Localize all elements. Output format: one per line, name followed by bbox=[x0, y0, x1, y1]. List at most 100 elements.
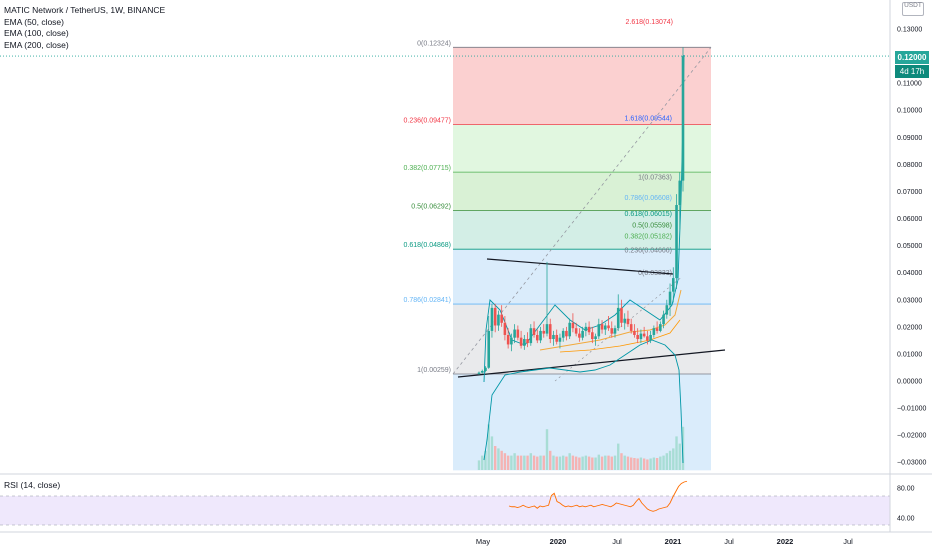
price-axis-tick: 0.09000 bbox=[897, 135, 922, 142]
rsi-axis-tick: 40.00 bbox=[897, 516, 915, 523]
candle-body bbox=[581, 330, 584, 338]
volume-bar bbox=[652, 457, 656, 470]
volume-bar bbox=[659, 456, 662, 470]
candle-body bbox=[500, 314, 503, 323]
candle-body bbox=[578, 333, 581, 338]
candle-body bbox=[535, 334, 539, 341]
candle-body bbox=[675, 205, 678, 279]
currency-badge[interactable]: USDT bbox=[902, 2, 924, 16]
price-axis-tick: 0.04000 bbox=[897, 270, 922, 277]
time-axis-tick: 2022 bbox=[777, 537, 794, 546]
volume-bar bbox=[477, 460, 481, 470]
candle-body bbox=[668, 291, 672, 306]
fib-extension-label: 0.5(0.05598) bbox=[632, 222, 672, 229]
rsi-label: RSI (14, close) bbox=[4, 480, 61, 490]
volume-bar bbox=[620, 453, 623, 470]
candle-body bbox=[594, 336, 597, 340]
candle-body bbox=[574, 328, 578, 334]
volume-bar bbox=[481, 455, 484, 470]
volume-bar bbox=[587, 456, 591, 470]
candle-body bbox=[484, 367, 487, 371]
price-axis-tick: 0.00000 bbox=[897, 379, 922, 386]
ema-200-label: EMA (200, close) bbox=[4, 39, 69, 50]
price-axis-tick: −0.02000 bbox=[897, 433, 926, 440]
candle-body bbox=[510, 337, 513, 345]
price-axis-tick: −0.03000 bbox=[897, 460, 926, 467]
volume-bar bbox=[678, 443, 681, 470]
fib-level-label: 0.618(0.04868) bbox=[404, 242, 451, 249]
volume-bar bbox=[523, 455, 526, 470]
volume-bar bbox=[503, 453, 507, 470]
volume-bar bbox=[578, 457, 581, 470]
candle-body bbox=[600, 324, 604, 330]
rsi-band bbox=[0, 496, 890, 525]
candle-body bbox=[610, 328, 614, 334]
candle-body bbox=[487, 330, 491, 368]
candle-body bbox=[490, 307, 494, 331]
candle-body bbox=[571, 322, 575, 329]
fib-level-label: 0.236(0.09477) bbox=[404, 117, 451, 124]
volume-bar bbox=[636, 458, 639, 470]
volume-bar bbox=[519, 455, 523, 470]
volume-bar bbox=[617, 443, 620, 470]
volume-bar bbox=[552, 455, 555, 470]
countdown-tag: 4d 17h bbox=[895, 65, 929, 78]
lower-trendline bbox=[457, 349, 726, 378]
time-axis-tick: May bbox=[476, 537, 490, 546]
candle-body bbox=[613, 328, 617, 334]
candle-body bbox=[548, 324, 552, 340]
volume-bar bbox=[662, 455, 665, 470]
volume-bar bbox=[536, 456, 539, 470]
candle-body bbox=[497, 314, 500, 326]
candle-body bbox=[526, 339, 529, 344]
time-axis-tick: 2020 bbox=[550, 537, 567, 546]
price-axis-tick: 0.07000 bbox=[897, 189, 922, 196]
time-axis-tick: Jul bbox=[843, 537, 853, 546]
candle-body bbox=[655, 328, 659, 331]
candle-body bbox=[629, 324, 633, 331]
price-axis-tick: 0.13000 bbox=[897, 27, 922, 34]
volume-bar bbox=[675, 436, 678, 470]
fib-level-label: 0.382(0.07715) bbox=[404, 165, 451, 172]
volume-bar bbox=[649, 458, 652, 470]
candle-body bbox=[607, 325, 610, 329]
volume-bar bbox=[542, 455, 545, 470]
volume-bar bbox=[539, 455, 542, 470]
extension-trend-line bbox=[554, 276, 683, 382]
volume-bar bbox=[490, 436, 494, 470]
candle-body bbox=[558, 337, 562, 342]
candle-body bbox=[671, 278, 675, 292]
fib-zone-3 bbox=[453, 210, 711, 250]
candle-body bbox=[542, 330, 546, 334]
volume-bar bbox=[655, 458, 659, 470]
candle-body bbox=[584, 326, 588, 331]
candle-body bbox=[561, 330, 565, 338]
candle-body bbox=[529, 328, 533, 344]
fib-extension-label: 0.236(0.04666) bbox=[625, 248, 672, 255]
candle-body bbox=[623, 318, 627, 323]
fib-level-label: 1(0.00259) bbox=[417, 367, 451, 374]
volume-bar bbox=[623, 455, 626, 470]
last-price-tag: 0.12000 bbox=[895, 51, 929, 64]
volume-bar bbox=[613, 455, 617, 470]
candles-group bbox=[477, 47, 685, 375]
volume-bar bbox=[681, 426, 685, 470]
candle-body bbox=[678, 180, 682, 205]
fib-level-label: 0(0.12324) bbox=[417, 40, 451, 47]
candle-body bbox=[649, 334, 652, 341]
volume-bar bbox=[629, 457, 633, 470]
volume-bar bbox=[549, 450, 552, 470]
volume-bar bbox=[591, 457, 594, 470]
fib-level-label: 0.5(0.06292) bbox=[411, 204, 451, 211]
time-axis-tick: Jul bbox=[724, 537, 734, 546]
candle-body bbox=[503, 322, 507, 335]
rsi-line bbox=[508, 480, 688, 512]
candle-body bbox=[633, 330, 636, 335]
volume-bar bbox=[600, 456, 604, 470]
symbol-title: MATIC Network / TetherUS, 1W, BINANCE bbox=[4, 5, 166, 15]
fib-extension-label: 2.618(0.13074) bbox=[626, 19, 673, 26]
volume-bar bbox=[626, 456, 630, 470]
fib-extension-label: 0.786(0.06608) bbox=[625, 195, 672, 202]
fib-zone-1 bbox=[453, 124, 711, 173]
